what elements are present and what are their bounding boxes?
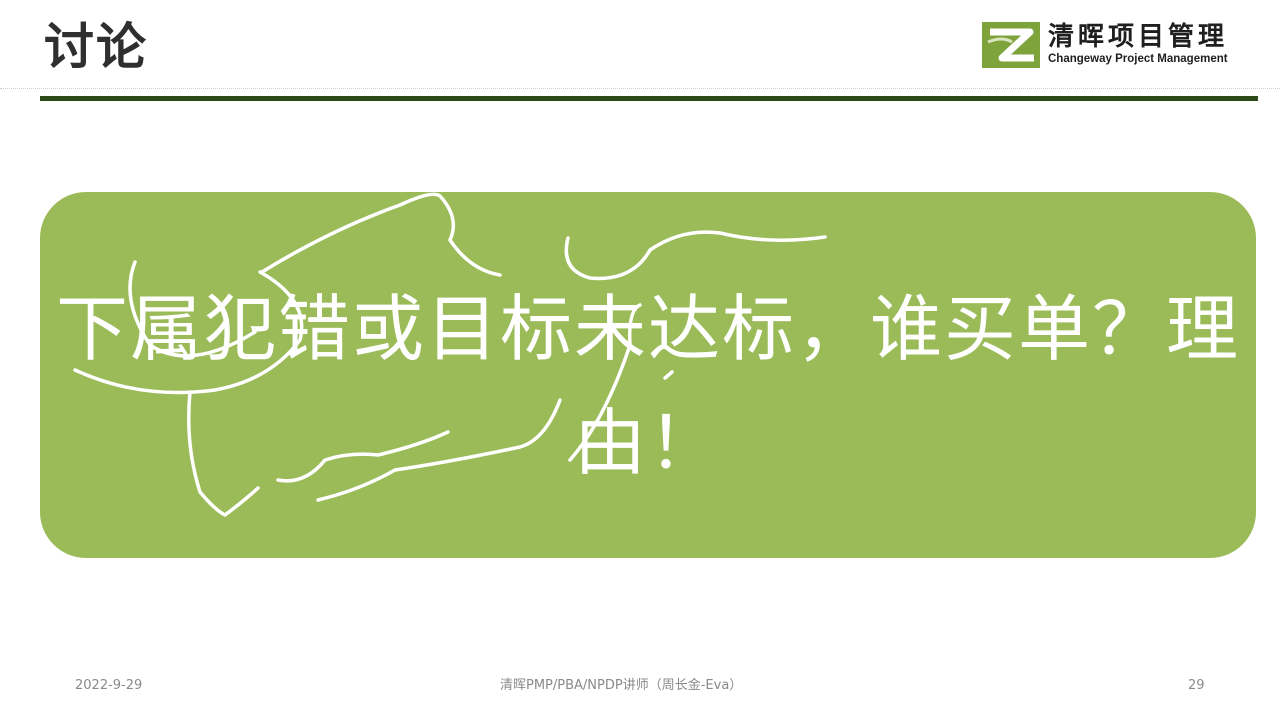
header-dotted-line — [0, 88, 1280, 89]
logo-mark-icon — [982, 22, 1040, 68]
slide-title: 讨论 — [44, 22, 148, 72]
logo-name-en: Changeway Project Management — [1048, 54, 1228, 66]
logo-name-cn: 清晖项目管理 — [1048, 24, 1228, 50]
footer-presenter: 清晖PMP/PBA/NPDP讲师（周长金-Eva） — [500, 679, 742, 692]
company-logo: 清晖项目管理 Changeway Project Management — [982, 22, 1252, 70]
header-rule — [40, 96, 1258, 101]
footer-date: 2022-9-29 — [75, 679, 142, 692]
footer-page-number: 29 — [1188, 679, 1205, 692]
question-text: 下属犯错或目标未达标，谁买单？理由！ — [40, 272, 1256, 500]
